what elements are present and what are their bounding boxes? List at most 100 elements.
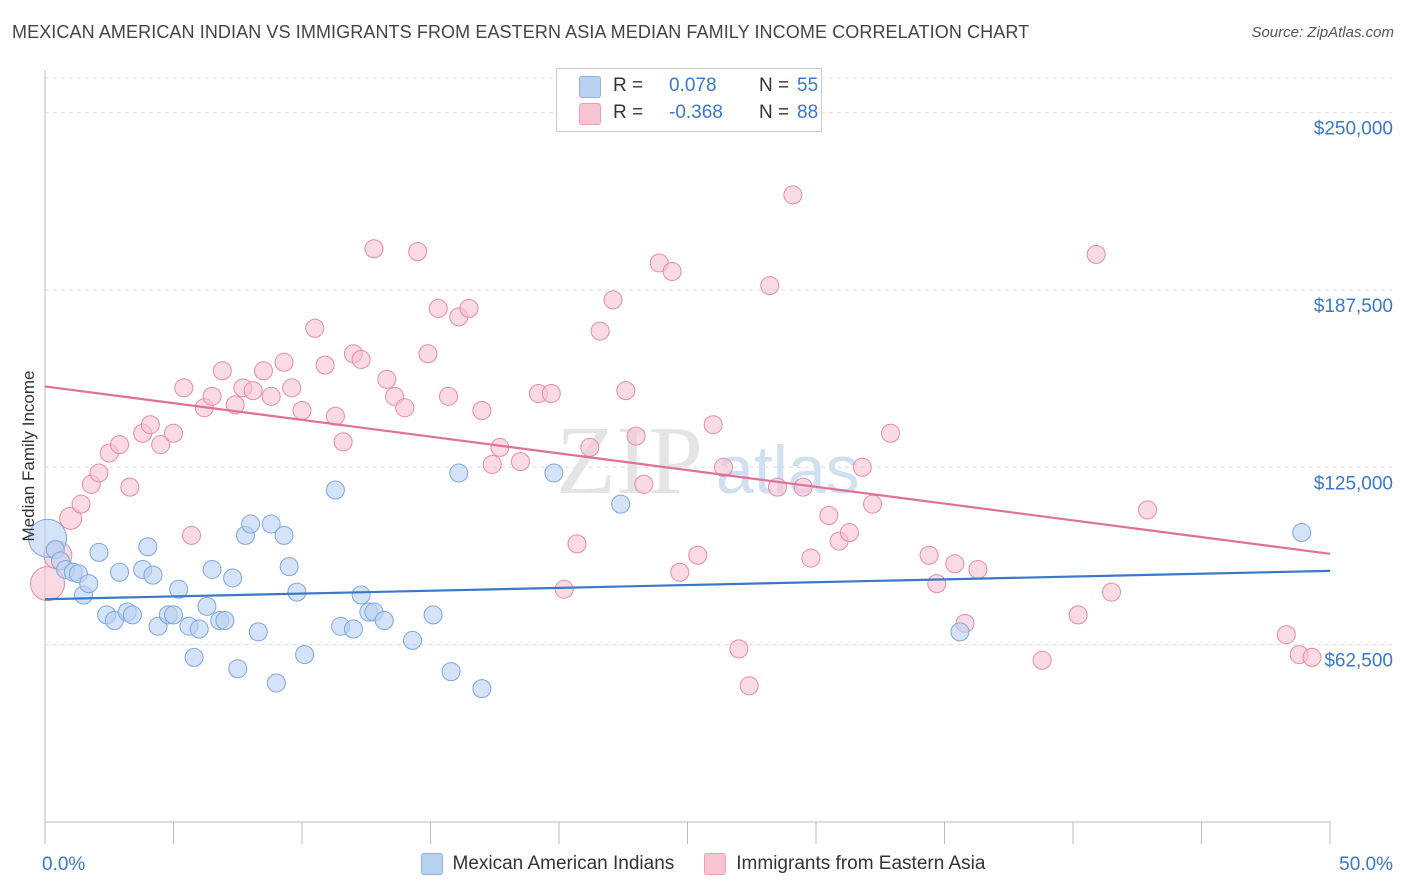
pink-point	[670, 562, 690, 582]
blue-trend-line	[44, 569, 1331, 601]
blue-point	[449, 463, 469, 483]
pink-point	[783, 185, 803, 205]
blue-point	[403, 630, 423, 650]
blue-point	[228, 659, 248, 679]
pink-point	[395, 398, 415, 418]
r-label: R =	[613, 75, 644, 96]
blue-point	[472, 679, 492, 699]
pink-point	[459, 298, 479, 318]
pink-trend-line	[44, 385, 1331, 555]
pink-point	[839, 523, 859, 543]
blue-point	[223, 568, 243, 588]
pink-point	[616, 381, 636, 401]
pink-point	[760, 276, 780, 296]
blue-point	[441, 662, 461, 682]
watermark: ZIP atlas	[556, 407, 860, 515]
pink-point	[315, 355, 335, 375]
legend-item-pink[interactable]: Immigrants from Eastern Asia	[704, 853, 985, 875]
pink-point	[202, 386, 222, 406]
pink-point	[212, 361, 232, 381]
pink-point	[274, 352, 294, 372]
pink-point	[863, 494, 883, 514]
n-label: N =	[759, 102, 790, 123]
pink-point	[418, 344, 438, 364]
legend-label-blue: Mexican American Indians	[452, 853, 675, 874]
pink-point	[662, 261, 682, 281]
pink-point	[351, 349, 371, 369]
pink-point	[261, 386, 281, 406]
r-value: 0.078	[669, 75, 717, 96]
pink-point	[140, 415, 160, 435]
y-tick-label: $125,000	[1314, 473, 1393, 494]
pink-point	[59, 506, 83, 530]
legend-label-pink: Immigrants from Eastern Asia	[736, 853, 986, 874]
legend-swatch-blue	[420, 853, 443, 875]
blue-point	[89, 542, 109, 562]
blue-point	[287, 582, 307, 602]
pink-point	[590, 321, 610, 341]
legend-swatch-pink	[704, 853, 727, 875]
blue-point	[202, 559, 222, 579]
series-legend: Mexican American Indians Immigrants from…	[0, 850, 1406, 878]
pink-point	[364, 239, 384, 259]
correlation-legend: R = 0.078 N = 55 R = -0.368 N = 88	[556, 68, 822, 132]
x-tick-label-right: 50.0%	[1339, 854, 1393, 875]
pink-point	[968, 559, 988, 579]
blue-point	[189, 619, 209, 639]
source-attribution: Source: ZipAtlas.com	[1251, 24, 1394, 41]
pink-point	[174, 378, 194, 398]
pink-point	[333, 432, 353, 452]
blue-point	[164, 605, 183, 625]
blue-point	[325, 480, 345, 500]
pink-point	[703, 415, 723, 435]
pink-point	[541, 384, 561, 404]
blue-point	[374, 611, 394, 631]
blue-point	[423, 605, 443, 625]
pink-point	[510, 452, 530, 472]
blue-point	[138, 537, 158, 557]
pink-point	[120, 477, 140, 497]
pink-point	[30, 566, 66, 602]
pink-point	[377, 369, 397, 389]
pink-point	[567, 534, 587, 554]
pink-point	[927, 574, 947, 594]
pink-point	[225, 395, 245, 415]
axes	[44, 70, 1331, 844]
pink-point	[89, 463, 109, 483]
pink-point	[1102, 582, 1122, 602]
blue-point	[544, 463, 564, 483]
pink-point	[739, 676, 759, 696]
watermark-zip: ZIP	[556, 407, 703, 515]
chart-title: MEXICAN AMERICAN INDIAN VS IMMIGRANTS FR…	[12, 22, 1030, 42]
blue-point	[295, 645, 315, 665]
pink-point	[1068, 605, 1088, 625]
blue-point	[343, 619, 363, 639]
pink-point	[1032, 650, 1052, 670]
pink-point	[438, 386, 458, 406]
pink-point	[1276, 625, 1296, 645]
blue-point	[261, 514, 281, 534]
pink-point	[688, 545, 708, 565]
y-tick-label: $250,000	[1314, 119, 1393, 140]
n-value: 88	[797, 102, 819, 123]
pink-point	[1086, 244, 1106, 264]
pink-point	[852, 457, 872, 477]
gridlines	[45, 77, 1392, 646]
pink-point	[801, 548, 821, 568]
legend-item-blue[interactable]: Mexican American Indians	[420, 853, 675, 875]
pink-point	[408, 242, 428, 262]
pink-point	[919, 545, 939, 565]
pink-point	[819, 506, 839, 526]
n-value: 55	[797, 75, 819, 96]
blue-point	[266, 673, 286, 693]
pink-point	[945, 554, 965, 574]
y-tick-label: $187,500	[1314, 296, 1393, 317]
blue-point	[79, 574, 99, 594]
pink-point	[71, 494, 91, 514]
pink-swatch	[579, 103, 601, 125]
blue-point	[274, 525, 294, 545]
blue-point	[184, 647, 204, 667]
pink-point	[243, 381, 263, 401]
blue-point	[241, 514, 261, 534]
